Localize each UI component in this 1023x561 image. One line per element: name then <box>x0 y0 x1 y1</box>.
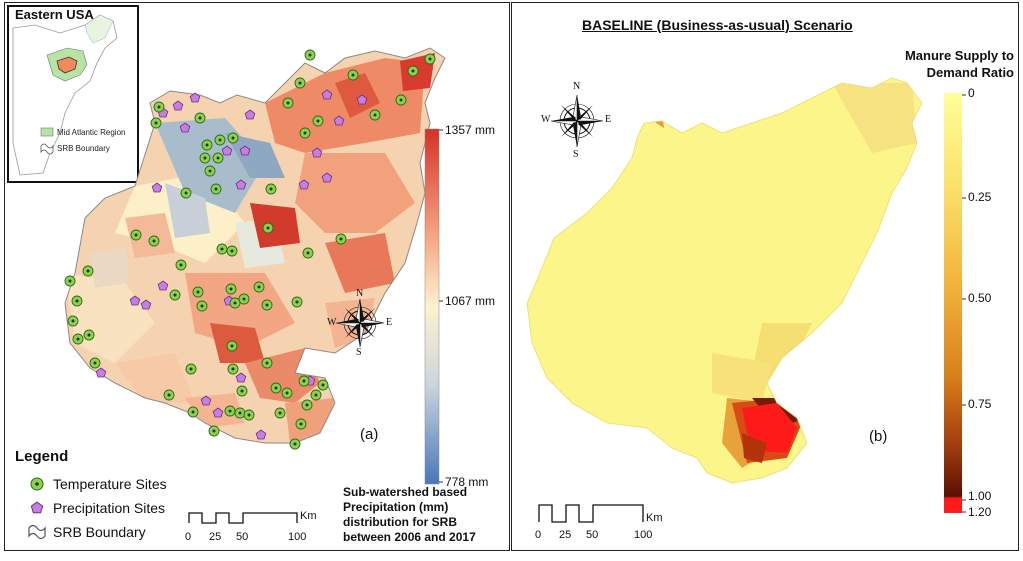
cb-tick-025: 0.25 <box>968 190 992 204</box>
compass-rose-b <box>550 94 604 148</box>
legend-temperature-sites: Temperature Sites <box>53 476 167 492</box>
scale-tick-50-a: 50 <box>236 531 249 543</box>
legend-srb-boundary: SRB Boundary <box>53 524 146 540</box>
precipitation-colorbar <box>424 128 440 485</box>
inset-legend-srb: SRB Boundary <box>57 144 110 153</box>
scale-unit-b: Km <box>646 512 663 524</box>
panel-tag-b: (b) <box>869 428 888 445</box>
scale-tick-100-b: 100 <box>634 529 653 541</box>
map-caption: Sub-watershed based Precipitation (mm) d… <box>343 485 476 544</box>
legend-precipitation-sites: Precipitation Sites <box>53 500 166 516</box>
colorbar-mid-label: 1067 mm <box>445 294 496 308</box>
cb-tick-120: 1.20 <box>968 505 992 519</box>
precipitation-map-canvas <box>7 5 446 540</box>
compass-e-b: E <box>605 114 612 125</box>
scale-tick-25-a: 25 <box>209 531 222 543</box>
scale-tick-0-b: 0 <box>535 529 542 541</box>
compass-s-a: S <box>356 347 362 358</box>
scale-unit-a: Km <box>300 510 317 522</box>
compass-w-a: W <box>327 317 337 328</box>
cb-tick-050: 0.50 <box>968 291 992 305</box>
scale-tick-100-a: 100 <box>288 531 307 543</box>
compass-w-b: W <box>541 114 551 125</box>
cb-tick-100: 1.00 <box>968 489 992 503</box>
panel-b-manure-ratio-map: BASELINE (Business-as-usual) Scenario Ma… <box>511 2 1019 551</box>
scenario-title: BASELINE (Business-as-usual) Scenario <box>582 17 853 33</box>
inset-title: Eastern USA <box>15 7 94 22</box>
legend-symbols <box>28 477 46 540</box>
colorbar-title: Manure Supply to Demand Ratio <box>904 48 1014 80</box>
legend-title: Legend <box>15 448 69 465</box>
scale-bar-a <box>188 512 298 524</box>
temperature-sites <box>64 49 436 450</box>
scale-tick-25-b: 25 <box>559 529 572 541</box>
inset-legend-mid-atlantic: Mid Atlantic Region <box>57 128 126 137</box>
manure-ratio-colorbar <box>944 93 962 513</box>
manure-map-canvas <box>526 77 966 523</box>
scale-bar-b <box>538 504 644 523</box>
scale-tick-50-b: 50 <box>586 529 599 541</box>
compass-n-a: N <box>356 288 364 299</box>
colorbar-min-label: 778 mm <box>445 475 489 489</box>
precipitation-sites <box>95 89 368 440</box>
cb-tick-0: 0 <box>968 86 975 100</box>
inset-map <box>7 5 139 183</box>
panel-tag-a: (a) <box>360 426 379 443</box>
compass-s-b: S <box>573 149 579 160</box>
compass-n-b: N <box>573 81 581 92</box>
panel-a-precipitation-map: Eastern USA Mid Atlantic Region SRB Boun… <box>4 2 510 551</box>
colorbar-max-label: 1357 mm <box>445 123 496 137</box>
compass-e-a: E <box>386 317 393 328</box>
compass-rose-a <box>335 298 385 348</box>
scale-tick-0-a: 0 <box>185 531 192 543</box>
cb-tick-075: 0.75 <box>968 397 992 411</box>
